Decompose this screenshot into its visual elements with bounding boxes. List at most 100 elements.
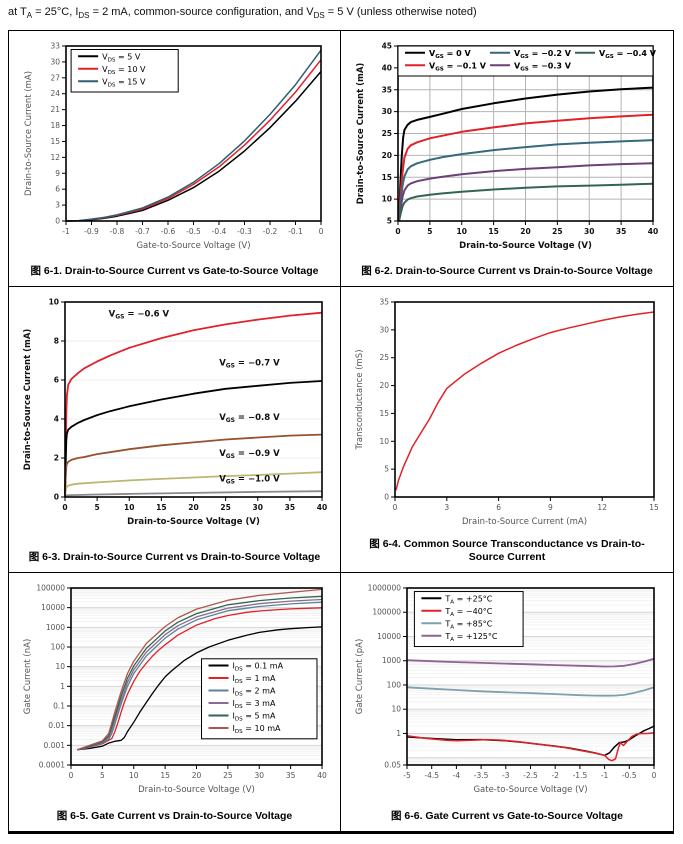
svg-text:0: 0 xyxy=(384,493,389,502)
svg-text:-0.7: -0.7 xyxy=(135,227,150,236)
svg-text:TA = +85°C: TA = +85°C xyxy=(444,619,492,630)
figure-6-4-caption: 图 6-4. Common Source Transconductance vs… xyxy=(369,537,645,564)
svg-text:TA = +25°C: TA = +25°C xyxy=(444,594,492,605)
svg-text:35: 35 xyxy=(379,298,389,307)
svg-text:3: 3 xyxy=(444,503,449,512)
figure-grid: -1 -0.9 -0.8 -0.7 -0.6 -0.5 -0.4 -0.3 -0.2 -0.1 0 0… xyxy=(8,30,674,834)
svg-text:-0.2: -0.2 xyxy=(262,227,277,236)
figure-6-4: 0 3 6 9 12 15 0 5 10 15 20 25 30 35 Drain-to-Source Cu… xyxy=(341,287,673,573)
svg-text:IDS = 10 mA: IDS = 10 mA xyxy=(232,724,281,735)
svg-text:3: 3 xyxy=(55,201,60,210)
svg-text:15: 15 xyxy=(379,409,389,418)
svg-text:20: 20 xyxy=(382,151,392,160)
conditions-note: at TA = 25°C, IDS = 2 mA, common-source … xyxy=(8,6,477,21)
svg-text:30: 30 xyxy=(379,325,389,334)
svg-text:5: 5 xyxy=(94,503,99,512)
svg-text:Drain-to-Source Voltage (V): Drain-to-Source Voltage (V) xyxy=(127,517,260,527)
svg-text:10: 10 xyxy=(457,227,467,236)
svg-text:0: 0 xyxy=(62,503,67,512)
svg-text:TA = +125°C: TA = +125°C xyxy=(444,632,497,643)
svg-text:VGS = −1.0 V: VGS = −1.0 V xyxy=(219,474,280,485)
svg-text:VGS = −0.1 V: VGS = −0.1 V xyxy=(429,61,487,72)
svg-text:10: 10 xyxy=(48,298,58,307)
svg-text:5: 5 xyxy=(99,771,104,780)
svg-text:VGS = −0.3 V: VGS = −0.3 V xyxy=(514,61,572,72)
figure-6-3-caption: 图 6-3. Drain-to-Source Current vs Drain-… xyxy=(28,551,321,564)
svg-text:-4.5: -4.5 xyxy=(424,771,439,780)
svg-text:IDS = 3 mA: IDS = 3 mA xyxy=(232,699,275,710)
svg-text:25: 25 xyxy=(552,227,562,236)
svg-text:-3.5: -3.5 xyxy=(474,771,489,780)
chart-6-2-canvas: 0 5 10 15 20 25 30 35 40 5 10 15 20 25 30 35 40 45 Drain-t… xyxy=(352,37,662,260)
svg-text:0.05: 0.05 xyxy=(384,761,401,770)
chart-6-3-canvas: 0 5 10 15 20 25 30 35 40 0 2 4 6 8 10 Drain-to-Source V… xyxy=(19,293,331,536)
svg-text:IDS = 1 mA: IDS = 1 mA xyxy=(232,674,275,685)
svg-text:100000: 100000 xyxy=(372,608,401,617)
svg-text:Gate-to-Source Voltage (V): Gate-to-Source Voltage (V) xyxy=(136,241,250,251)
svg-text:33: 33 xyxy=(50,42,60,51)
svg-text:15: 15 xyxy=(382,173,392,182)
svg-text:IDS = 0.1 mA: IDS = 0.1 mA xyxy=(232,662,283,673)
figure-6-2: 0 5 10 15 20 25 30 35 40 5 10 15 20 25 30 35 40 45 Drain-t… xyxy=(341,31,673,287)
svg-text:Gate Current (nA): Gate Current (nA) xyxy=(23,639,33,715)
figure-6-3: 0 5 10 15 20 25 30 35 40 0 2 4 6 8 10 Drain-to-Source V… xyxy=(9,287,341,573)
svg-text:12: 12 xyxy=(597,503,607,512)
svg-text:15: 15 xyxy=(50,137,60,146)
svg-text:15: 15 xyxy=(649,503,659,512)
svg-text:18: 18 xyxy=(50,121,60,130)
svg-text:Drain-to-Source Voltage (V): Drain-to-Source Voltage (V) xyxy=(459,241,592,251)
svg-text:6: 6 xyxy=(53,376,58,385)
svg-text:6: 6 xyxy=(55,185,60,194)
svg-text:10: 10 xyxy=(382,195,392,204)
svg-text:0: 0 xyxy=(68,771,73,780)
svg-text:1000: 1000 xyxy=(45,623,64,632)
figure-6-2-caption: 图 6-2. Drain-to-Source Current vs Drain-… xyxy=(361,265,653,278)
svg-text:10: 10 xyxy=(55,662,65,671)
svg-text:15: 15 xyxy=(160,771,170,780)
svg-text:-0.5: -0.5 xyxy=(622,771,637,780)
svg-text:Gate-to-Source Voltage (V): Gate-to-Source Voltage (V) xyxy=(473,785,587,795)
svg-text:24: 24 xyxy=(50,89,60,98)
svg-text:-3: -3 xyxy=(502,771,510,780)
chart-6-5-canvas: 0 5 10 15 20 25 30 35 40 100000 10000 1000 100 10 1 0.1… xyxy=(19,579,331,804)
svg-text:TA = −40°C: TA = −40°C xyxy=(444,607,492,618)
chart-6-4-canvas: 0 3 6 9 12 15 0 5 10 15 20 25 30 35 Drain-to-Source Cu… xyxy=(351,293,663,536)
svg-text:9: 9 xyxy=(55,169,60,178)
svg-text:-1.5: -1.5 xyxy=(573,771,588,780)
svg-text:VGS = −0.6 V: VGS = −0.6 V xyxy=(108,310,169,321)
svg-text:Gate Current (pA): Gate Current (pA) xyxy=(355,639,365,715)
svg-text:5: 5 xyxy=(387,217,392,226)
svg-text:Drain-to-Source Current (mA): Drain-to-Source Current (mA) xyxy=(462,517,587,527)
svg-text:0: 0 xyxy=(318,227,323,236)
svg-text:4: 4 xyxy=(53,415,58,424)
svg-text:35: 35 xyxy=(284,503,294,512)
svg-text:30: 30 xyxy=(252,503,262,512)
svg-text:40: 40 xyxy=(648,227,658,236)
svg-text:VDS = 5 V: VDS = 5 V xyxy=(102,52,141,63)
figure-6-1-caption: 图 6-1. Drain-to-Source Current vs Gate-t… xyxy=(30,265,319,278)
svg-text:9: 9 xyxy=(548,503,553,512)
svg-text:0.0001: 0.0001 xyxy=(38,761,64,770)
svg-text:30: 30 xyxy=(382,107,392,116)
svg-text:0: 0 xyxy=(393,503,398,512)
svg-text:10: 10 xyxy=(124,503,134,512)
svg-text:-0.9: -0.9 xyxy=(84,227,99,236)
svg-text:0: 0 xyxy=(55,217,60,226)
svg-text:15: 15 xyxy=(488,227,498,236)
svg-text:35: 35 xyxy=(382,85,392,94)
svg-text:VGS = −0.8 V: VGS = −0.8 V xyxy=(219,413,280,424)
svg-text:40: 40 xyxy=(316,503,326,512)
svg-text:1000000: 1000000 xyxy=(368,584,402,593)
svg-text:45: 45 xyxy=(382,42,392,51)
svg-text:Drain-to-Source Current (mA): Drain-to-Source Current (mA) xyxy=(24,71,34,196)
svg-text:-0.1: -0.1 xyxy=(288,227,303,236)
svg-text:0.001: 0.001 xyxy=(43,741,65,750)
svg-text:40: 40 xyxy=(382,63,392,72)
figure-6-5: 0 5 10 15 20 25 30 35 40 100000 10000 1000 100 10 1 0.1… xyxy=(9,573,341,831)
svg-text:10000: 10000 xyxy=(377,632,401,641)
svg-text:30: 30 xyxy=(584,227,594,236)
svg-text:-0.4: -0.4 xyxy=(211,227,226,236)
svg-text:-0.8: -0.8 xyxy=(109,227,124,236)
svg-text:20: 20 xyxy=(520,227,530,236)
